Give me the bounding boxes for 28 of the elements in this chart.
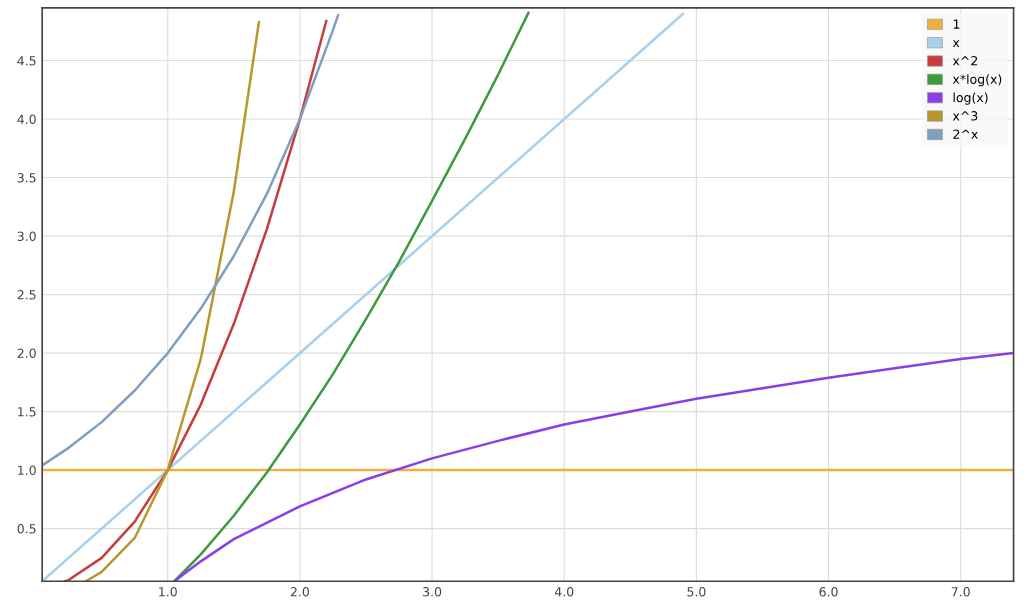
x-tick-label: 4.0 (554, 587, 574, 597)
line-series (84, 20, 261, 582)
y-tick-label: 3.0 (17, 231, 36, 241)
y-tick-label: 2.5 (17, 290, 36, 300)
y-tick-label: 0.5 (17, 524, 36, 534)
legend-label: x^3 (952, 111, 978, 121)
line-series (42, 13, 340, 467)
y-tick-label: 4.5 (17, 56, 36, 66)
legend-label: x*log(x) (952, 74, 1002, 87)
x-tick-label: 7.0 (951, 587, 970, 597)
line-series (63, 19, 328, 582)
line-series (173, 351, 1014, 582)
x-tick-label: 2.0 (290, 587, 310, 597)
y-tick-label: 2.0 (17, 348, 36, 359)
x-tick-label: 1.0 (159, 587, 177, 597)
x-tick-label: 6.0 (819, 587, 838, 597)
x-tick-label: 5.0 (687, 587, 706, 597)
legend-label: x (952, 40, 960, 47)
y-tick-label: 1.0 (18, 465, 36, 476)
y-tick-label: 1.5 (18, 407, 36, 417)
legend-label: x^2 (952, 56, 978, 66)
line-series (173, 11, 530, 582)
y-tick-label: 4.0 (17, 114, 36, 124)
legend-label: log(x) (953, 92, 988, 105)
legend-label: 2^x (953, 129, 978, 139)
y-tick-label: 3.5 (17, 173, 36, 183)
legend-label: 1 (953, 19, 960, 29)
x-tick-label: 3.0 (423, 587, 442, 597)
